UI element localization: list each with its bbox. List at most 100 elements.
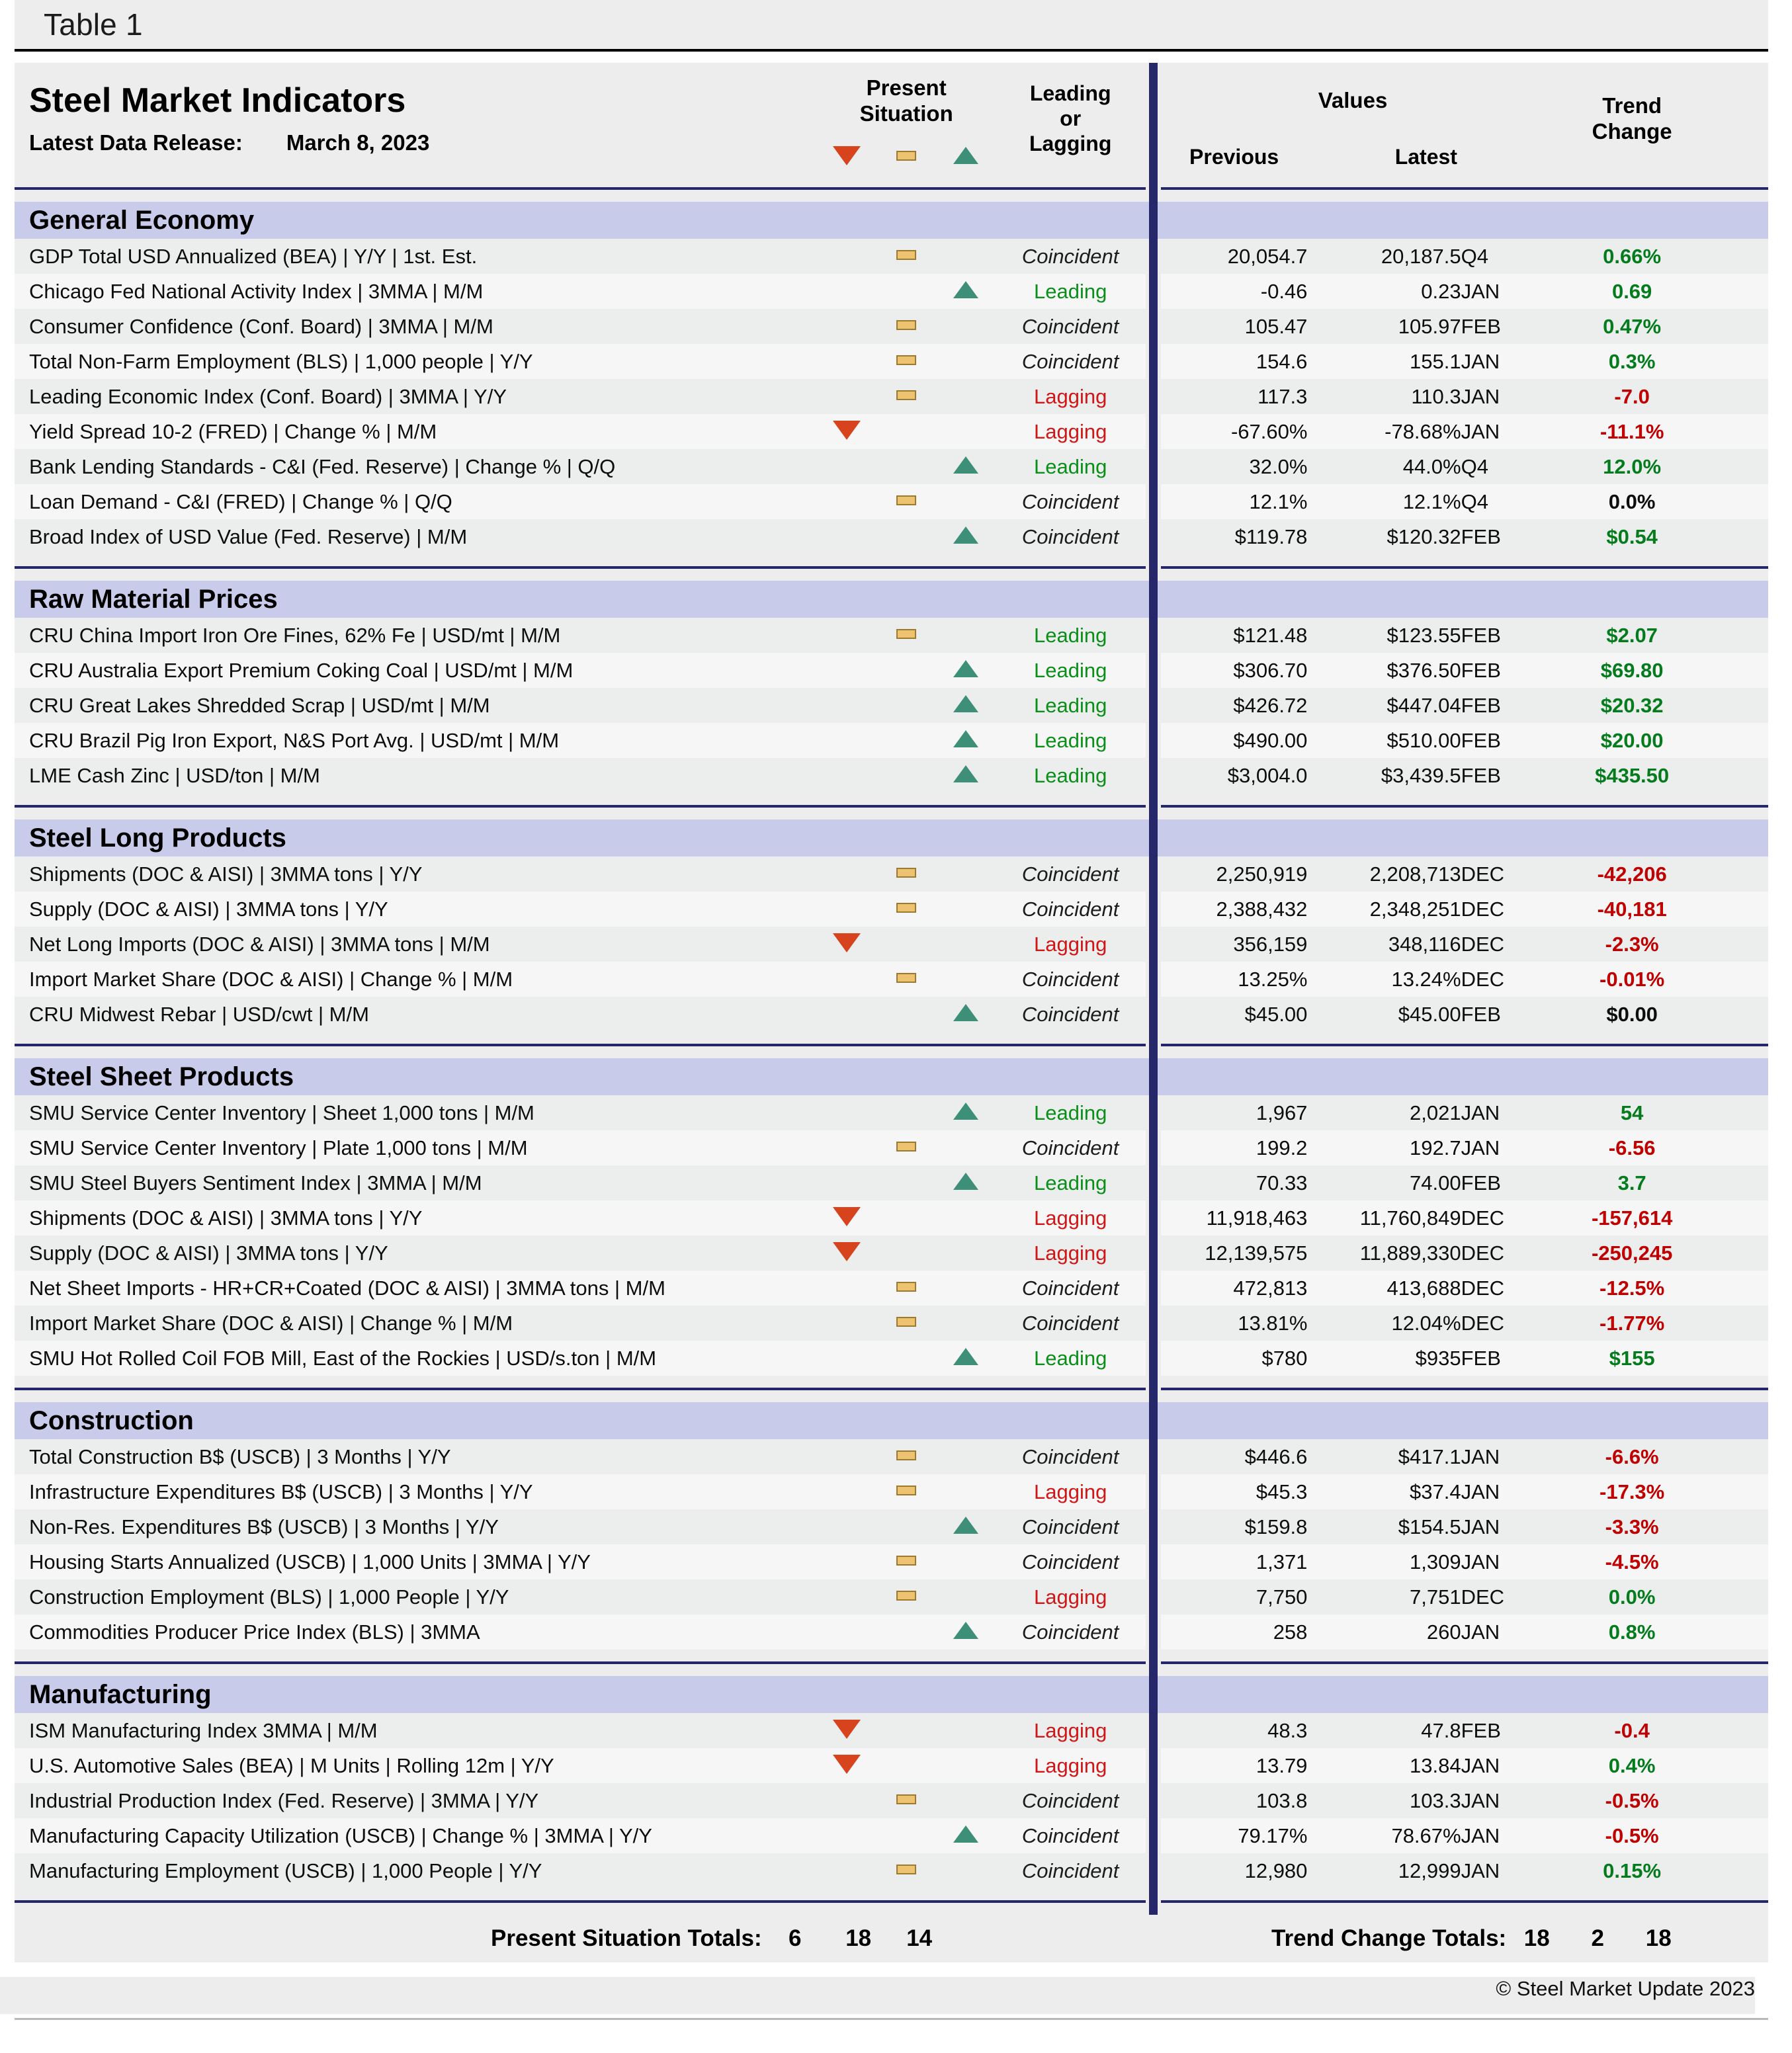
indicator-name: Bank Lending Standards - C&I (Fed. Reser…	[29, 454, 616, 478]
column-divider	[1145, 819, 1161, 857]
totals-bar: Present Situation Totals: 6 18 14 Trend …	[15, 1915, 1768, 1962]
row-right-pad	[1719, 1713, 1768, 1748]
trend-line2: Change	[1592, 119, 1672, 144]
situation-flat-cell	[876, 1748, 936, 1783]
row-right-pad	[1719, 1544, 1768, 1579]
column-divider	[1145, 723, 1161, 758]
row-right-pad	[1719, 1271, 1768, 1306]
previous-value: 13.79	[1160, 1748, 1308, 1783]
row-right-pad	[1719, 1200, 1768, 1236]
column-divider	[1145, 63, 1161, 175]
situation-down-cell	[817, 274, 877, 309]
latest-value: 11,760,849	[1307, 1200, 1461, 1236]
column-divider	[1145, 653, 1161, 688]
period-value: JAN	[1461, 1130, 1545, 1165]
leading-lagging-value: Coincident	[995, 1439, 1146, 1474]
latest-header: Latest	[1307, 139, 1545, 175]
ll-line3: Lagging	[1029, 131, 1112, 155]
table-row: Manufacturing Employment (USCB) | 1,000 …	[15, 1853, 1768, 1888]
situation-flat-cell	[876, 1200, 936, 1236]
indicator-name-cell: Construction Employment (BLS) | 1,000 Pe…	[15, 1579, 818, 1614]
situation-down-cell	[817, 1614, 877, 1650]
indicator-name: Manufacturing Employment (USCB) | 1,000 …	[29, 1859, 542, 1882]
trend-change-value: 0.0%	[1545, 484, 1720, 519]
column-divider	[1145, 1748, 1161, 1783]
situation-flat-cell	[876, 1579, 936, 1614]
table-row: SMU Steel Buyers Sentiment Index | 3MMA …	[15, 1165, 1768, 1200]
indicator-name-cell: Loan Demand - C&I (FRED) | Change % | Q/…	[15, 484, 818, 519]
previous-value: 13.25%	[1160, 962, 1308, 997]
previous-value: $45.3	[1160, 1474, 1308, 1509]
situation-up-cell	[936, 1341, 996, 1376]
situation-flat-cell	[876, 309, 936, 344]
leading-lagging-value: Leading	[995, 1095, 1146, 1130]
situation-down-cell	[817, 1579, 877, 1614]
period-value: JAN	[1461, 1748, 1545, 1783]
situation-up-cell	[936, 309, 996, 344]
column-divider	[1145, 1818, 1161, 1853]
indicator-name-cell: Import Market Share (DOC & AISI) | Chang…	[15, 1306, 818, 1341]
up-triangle-icon	[953, 695, 978, 712]
situation-flat-cell	[876, 892, 936, 927]
down-triangle-icon	[833, 1719, 861, 1739]
up-triangle-icon	[953, 660, 978, 677]
leading-lagging-value: Leading	[995, 1165, 1146, 1200]
previous-header: Previous	[1160, 139, 1308, 175]
period-value: Q4	[1461, 449, 1545, 484]
up-triangle-icon	[953, 1622, 978, 1639]
column-divider	[1145, 857, 1161, 892]
situation-down-cell	[817, 449, 877, 484]
situation-up-cell	[936, 1439, 996, 1474]
latest-value: 12,999	[1307, 1853, 1461, 1888]
situation-up-cell	[936, 1783, 996, 1818]
trend-change-value: $0.00	[1545, 997, 1720, 1032]
situation-down-cell	[817, 309, 877, 344]
leading-lagging-header: Leading or Lagging	[995, 63, 1146, 175]
indicator-name: LME Cash Zinc | USD/ton | M/M	[29, 763, 320, 787]
indicator-name: Construction Employment (BLS) | 1,000 Pe…	[29, 1585, 509, 1609]
row-right-pad	[1719, 618, 1768, 653]
trend-totals-neg: 18	[1523, 1925, 1550, 1951]
section-title: General Economy	[29, 206, 255, 235]
indicator-name: CRU Great Lakes Shredded Scrap | USD/mt …	[29, 693, 490, 717]
previous-value: 105.47	[1160, 309, 1308, 344]
column-divider	[1145, 1165, 1161, 1200]
flat-bar-icon	[896, 150, 917, 161]
flat-bar-icon	[896, 628, 917, 639]
column-divider	[1145, 202, 1161, 239]
latest-value: -78.68%	[1307, 414, 1461, 449]
legend-flat-cell	[876, 139, 936, 175]
table-row: ISM Manufacturing Index 3MMA | M/M Laggin…	[15, 1713, 1768, 1748]
leading-lagging-value: Leading	[995, 758, 1146, 793]
period-value: FEB	[1461, 758, 1545, 793]
latest-value: 110.3	[1307, 379, 1461, 414]
column-divider	[1145, 379, 1161, 414]
section-title: Steel Long Products	[29, 823, 286, 853]
flat-bar-icon	[896, 495, 917, 505]
trend-change-totals: Trend Change Totals: 18 2 18	[1271, 1925, 1689, 1952]
section-title-cell: Raw Material Prices	[15, 581, 1146, 618]
period-value: JAN	[1461, 1474, 1545, 1509]
latest-value: 44.0%	[1307, 449, 1461, 484]
situation-up-cell	[936, 449, 996, 484]
leading-lagging-value: Coincident	[995, 1853, 1146, 1888]
situation-up-cell	[936, 962, 996, 997]
bottom-rule	[15, 2018, 1768, 2020]
previous-value: $490.00	[1160, 723, 1308, 758]
situation-up-cell	[936, 1095, 996, 1130]
situation-up-cell	[936, 1713, 996, 1748]
situation-flat-cell	[876, 239, 936, 274]
period-value: FEB	[1461, 618, 1545, 653]
trend-totals-pos: 18	[1645, 1925, 1672, 1951]
down-triangle-icon	[833, 1241, 861, 1261]
period-value: DEC	[1461, 892, 1545, 927]
present-totals-up: 14	[906, 1925, 933, 1951]
table-row: Industrial Production Index (Fed. Reserv…	[15, 1783, 1768, 1818]
down-triangle-icon	[833, 1754, 861, 1774]
leading-lagging-value: Lagging	[995, 1474, 1146, 1509]
previous-value: 1,967	[1160, 1095, 1308, 1130]
trend-change-value: -17.3%	[1545, 1474, 1720, 1509]
situation-down-cell	[817, 758, 877, 793]
leading-lagging-value: Leading	[995, 688, 1146, 723]
situation-flat-cell	[876, 1439, 936, 1474]
